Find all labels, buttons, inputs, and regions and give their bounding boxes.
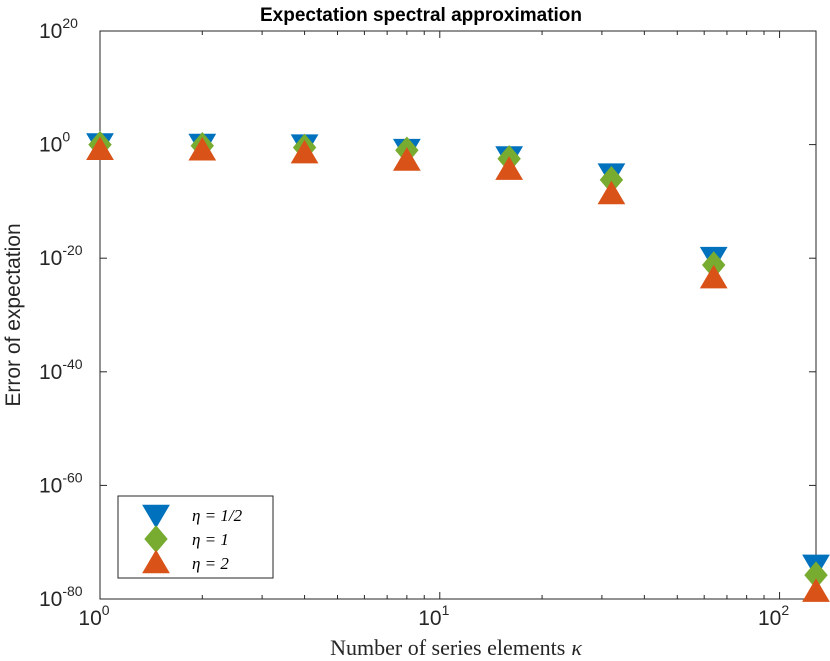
data-points [86, 130, 830, 602]
y-tick-exponent: -20 [62, 242, 82, 258]
y-tick-exponent: 0 [62, 129, 70, 145]
y-tick-label: 1020 [39, 15, 78, 43]
y-tick-base: 10 [39, 588, 62, 611]
y-tick-label: 100 [39, 129, 70, 157]
y-tick-exponent: -40 [62, 356, 82, 372]
x-tick-exponent: 2 [781, 602, 789, 618]
chart-title: Expectation spectral approximation [260, 5, 582, 26]
data-point-triangle-up [495, 156, 524, 180]
x-tick-base: 10 [418, 607, 441, 630]
y-tick-base: 10 [39, 474, 62, 497]
legend-label: η = 1 [192, 530, 229, 549]
x-axis-label-text: Number of series elements [330, 635, 565, 660]
data-point-triangle-up [802, 578, 830, 602]
x-axis-label: Number of series elements κ [330, 635, 582, 660]
y-tick-label: 10-60 [39, 469, 83, 497]
x-tick-base: 10 [78, 607, 101, 630]
x-tick-base: 10 [758, 607, 781, 630]
data-point-triangle-up [188, 136, 217, 161]
y-tick-label: 10-40 [39, 356, 83, 384]
y-tick-base: 10 [39, 20, 62, 43]
legend-label: η = 2 [192, 554, 229, 573]
legend-marker-triangle-down [142, 504, 170, 529]
data-point-triangle-up [597, 180, 626, 205]
x-tick-label: 102 [758, 602, 789, 630]
y-tick-label: 10-20 [39, 242, 83, 270]
data-point-triangle-up [392, 147, 421, 171]
x-axis-label-symbol: κ [571, 635, 582, 660]
legend-box [117, 495, 274, 579]
y-tick-base: 10 [39, 247, 62, 270]
series-3 [86, 136, 830, 602]
y-tick-base: 10 [39, 361, 62, 384]
y-tick-label: 10-80 [39, 583, 83, 611]
x-tick-label: 101 [418, 602, 449, 630]
y-tick-exponent: 20 [62, 15, 78, 31]
data-point-triangle-up [86, 136, 114, 160]
legend-label: η = 1/2 [192, 506, 243, 525]
y-tick-exponent: -60 [62, 469, 82, 485]
y-axis-label: Error of expectation [2, 223, 25, 406]
x-tick-label: 100 [78, 602, 109, 630]
x-tick-exponent: 1 [442, 602, 450, 618]
data-point-triangle-up [290, 139, 319, 164]
legend-marker-triangle-up [142, 549, 170, 574]
y-tick-exponent: -80 [62, 583, 82, 599]
x-tick-exponent: 0 [102, 602, 110, 618]
y-tick-base: 10 [39, 134, 62, 157]
data-point-triangle-up [699, 264, 728, 289]
legend: η = 1/2 η = 1 η = 2 [117, 495, 274, 579]
